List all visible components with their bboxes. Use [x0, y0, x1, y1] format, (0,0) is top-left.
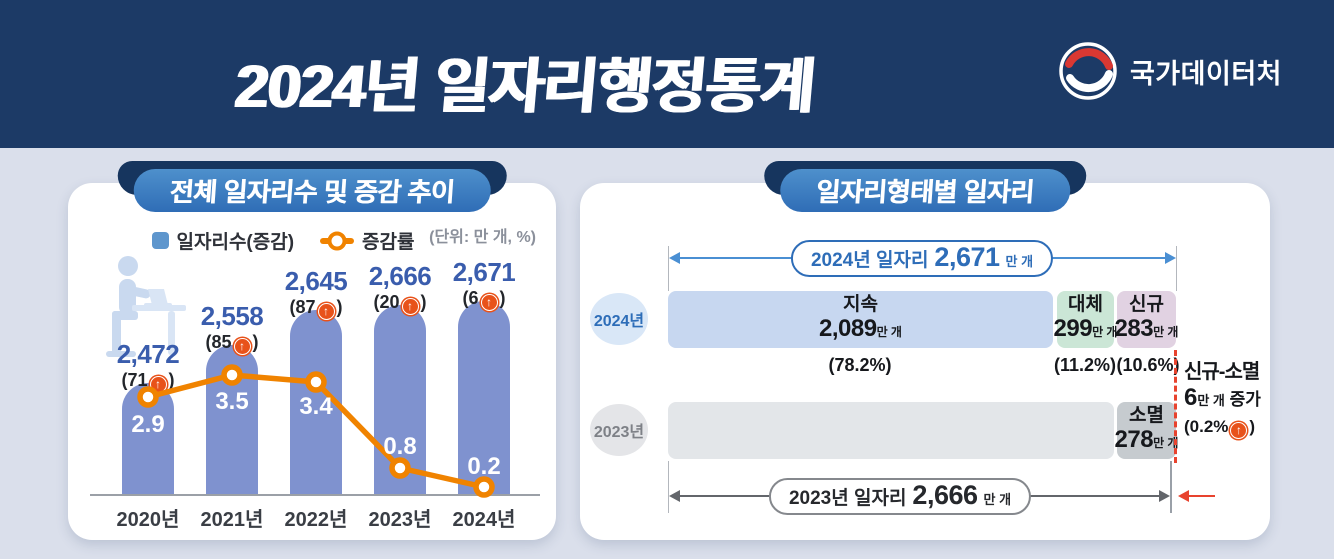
row-badge-2024: 2024년 [590, 293, 648, 345]
panel-left-banner: 전체 일자리수 및 증감 추이 [117, 161, 507, 212]
page-title: 2024년 일자리행정통계 [232, 53, 817, 120]
korea-government-emblem-icon [1059, 42, 1117, 100]
rate-2022: 3.4 [299, 393, 333, 420]
bar-label-2023: 2,666 (20) [335, 261, 465, 315]
segment-somyeol: 소멸 278만 개 [1115, 402, 1178, 459]
up-arrow-icon [401, 298, 419, 315]
value-2022: 2,645 [284, 266, 348, 296]
header-banner: 2024년 일자리행정통계 국가데이터처 [0, 0, 1334, 148]
new-minus-closed-dashed-line [1174, 350, 1177, 463]
rate-2020: 2.9 [131, 411, 165, 438]
row-badge-2023: 2023년 [590, 404, 648, 456]
rate-line [137, 364, 495, 498]
up-arrow-icon [1230, 422, 1248, 439]
x-label-2021: 2021년 [200, 509, 264, 531]
panel-right-title: 일자리형태별 일자리 [815, 177, 1035, 207]
agency-logo: 국가데이터처 [1058, 41, 1282, 101]
rate-2023: 0.8 [383, 433, 417, 460]
line-point-2023 [389, 457, 411, 479]
extent-tick-left [668, 246, 669, 291]
bar-line-plot-area: 2,472 (71) 2,558 (85) 2,645 (87) 2,666 (… [90, 243, 540, 498]
extent-tick-bottom-left [668, 461, 669, 513]
panel-jobs-by-type: 일자리형태별 일자리 2024년 일자리 2,671 만 개 2024년 지속 … [580, 161, 1272, 540]
pct-jisok: (78.2%) [828, 355, 892, 375]
new-minus-closed-annotation: 신규-소멸 6만 개 증가 (0.2%) [1184, 359, 1272, 440]
rate-2024: 0.2 [467, 453, 501, 480]
change-2022: (87) [251, 297, 381, 320]
x-label-2020: 2020년 [116, 509, 180, 531]
extent-tick-bottom-right [1170, 461, 1172, 513]
pct-daeche: (11.2%) [1053, 355, 1117, 375]
value-2021: 2,558 [200, 301, 264, 331]
person-at-desk-icon [106, 256, 186, 357]
x-label-2022: 2022년 [284, 509, 348, 531]
total-2023-unit: 만 개 [983, 492, 1012, 507]
difference-arrow-line [1187, 495, 1215, 497]
change-2023: (20) [335, 292, 465, 315]
total-2023-label: 2023년 일자리 [788, 488, 907, 509]
total-2023-pill: 2023년 일자리 2,666 만 개 [768, 478, 1032, 515]
total-2024-value: 2,671 [934, 242, 1000, 272]
total-2024-unit: 만 개 [1005, 254, 1034, 269]
panel-left-title: 전체 일자리수 및 증감 추이 [168, 177, 456, 207]
legend-item-bars: 일자리수(증감) [151, 227, 295, 254]
arrowhead-left-icon [669, 490, 680, 502]
change-2024: (6) [419, 288, 549, 311]
line-point-2020 [137, 386, 159, 408]
legend-line-label: 증감률 [362, 232, 415, 253]
x-label-2023: 2023년 [368, 509, 432, 531]
unit-note: (단위: 만 개, %) [429, 229, 536, 246]
total-2024-pill: 2024년 일자리 2,671 만 개 [790, 240, 1054, 277]
segment-singyu: 신규 283만 개 [1115, 291, 1178, 348]
banner-pill: 전체 일자리수 및 증감 추이 [133, 169, 491, 212]
bar-2024 [458, 301, 510, 494]
line-point-2022 [305, 371, 327, 393]
total-2023-value: 2,666 [912, 480, 978, 510]
bar-label-2024: 2,671 (6) [419, 257, 549, 311]
agency-name: 국가데이터처 [1129, 58, 1282, 89]
x-axis: 2020년 2021년 2022년 2023년 2024년 [90, 503, 540, 531]
rate-2021: 3.5 [215, 388, 249, 415]
legend-item-line: 증감률 [320, 227, 415, 254]
bar-label-2022: 2,645 (87) [251, 266, 381, 320]
arrowhead-left-icon [669, 252, 680, 264]
arrowhead-right-icon [1159, 490, 1170, 502]
banner-pill: 일자리형태별 일자리 [780, 169, 1070, 212]
up-arrow-icon [317, 303, 335, 320]
change-2020: (71) [83, 370, 213, 393]
bar-label-2021: 2,558 (85) [167, 301, 297, 355]
line-point-2021 [221, 364, 243, 386]
value-2023: 2,666 [368, 261, 432, 291]
bar-2023-continuing [668, 402, 1114, 459]
pct-singyu: (10.6%) [1116, 355, 1180, 375]
arrowhead-right-icon [1165, 252, 1176, 264]
panel-right-banner: 일자리형태별 일자리 [764, 161, 1086, 212]
legend-bars-label: 일자리수(증감) [176, 232, 295, 253]
up-arrow-icon [480, 294, 498, 311]
line-point-2024 [473, 476, 495, 498]
panel-total-jobs-trend: 전체 일자리수 및 증감 추이 일자리수(증감) 증감률 (단위: 만 개, %… [68, 161, 556, 540]
segment-jisok: 지속 2,089만 개 [668, 291, 1053, 348]
segment-daeche: 대체 299만 개 [1054, 291, 1117, 348]
extent-tick-right [1176, 246, 1177, 291]
chart-legend: 일자리수(증감) 증감률 [68, 227, 498, 254]
value-2024: 2,671 [452, 257, 516, 287]
difference-arrowhead-icon [1178, 490, 1189, 502]
up-arrow-icon [233, 338, 251, 355]
total-2024-label: 2024년 일자리 [810, 250, 929, 271]
x-label-2024: 2024년 [452, 509, 516, 531]
line-marker-icon [320, 237, 355, 244]
bar-label-2020: 2,472 (71) [83, 339, 213, 393]
bar-swatch-icon [151, 232, 169, 249]
change-2021: (85) [167, 332, 297, 355]
value-2020: 2,472 [116, 339, 180, 369]
